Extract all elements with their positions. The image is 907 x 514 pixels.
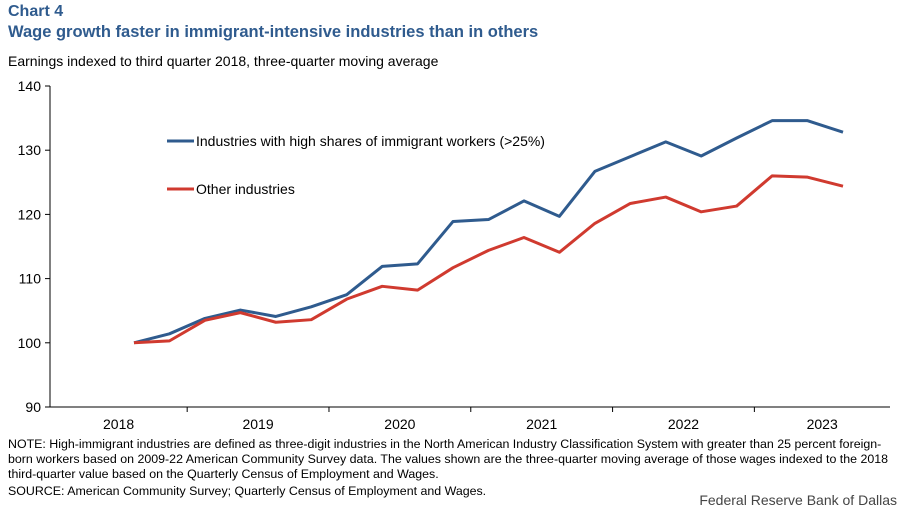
y-tick-label: 90 xyxy=(25,399,41,415)
y-tick-label: 100 xyxy=(18,335,42,351)
y-tick-label: 140 xyxy=(18,78,42,94)
y-tick-label: 110 xyxy=(19,271,42,287)
chart-subtitle: Earnings indexed to third quarter 2018, … xyxy=(8,53,439,69)
x-tick-label: 2019 xyxy=(242,416,273,432)
chart-label: Chart 4 xyxy=(8,3,64,20)
legend-label: Other industries xyxy=(196,181,295,197)
x-tick-label: 2023 xyxy=(807,416,838,432)
x-tick-label: 2020 xyxy=(384,416,415,432)
line-chart: 90 100 110 120 130 140 2018 2019 2020 2021 2022 202… xyxy=(18,78,890,432)
series-line-other xyxy=(133,174,844,345)
x-tick-label: 2018 xyxy=(103,416,134,432)
brand-logo-text: Federal Reserve Bank of Dallas xyxy=(699,492,897,508)
chart-title: Wage growth faster in immigrant-intensiv… xyxy=(8,23,539,41)
y-tick-label: 130 xyxy=(18,142,42,158)
x-tick-label: 2022 xyxy=(668,416,699,432)
x-tick-label: 2021 xyxy=(526,416,557,432)
y-tick-label: 120 xyxy=(18,206,42,222)
source-text: SOURCE: American Community Survey; Quart… xyxy=(8,484,487,498)
series-line-high-immigrant xyxy=(133,119,844,345)
note-text: NOTE: High-immigrant industries are defi… xyxy=(8,437,889,481)
legend-label: Industries with high shares of immigrant… xyxy=(196,133,545,149)
